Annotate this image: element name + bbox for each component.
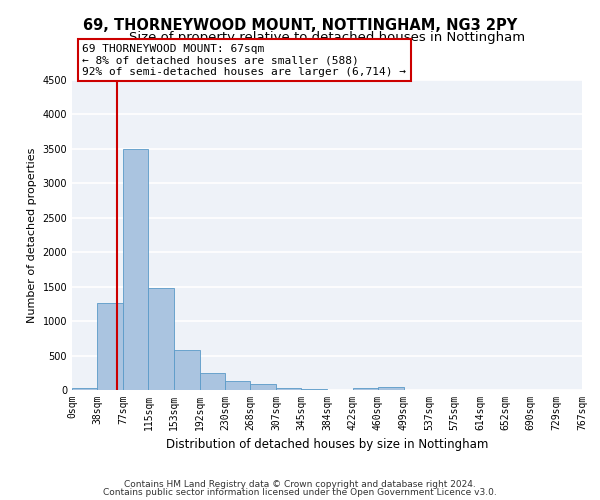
- Text: Contains public sector information licensed under the Open Government Licence v3: Contains public sector information licen…: [103, 488, 497, 497]
- Bar: [72, 388, 97, 390]
- Bar: [225, 380, 250, 390]
- Y-axis label: Number of detached properties: Number of detached properties: [27, 148, 37, 322]
- Bar: [353, 388, 378, 390]
- Bar: [148, 288, 174, 390]
- Bar: [123, 149, 148, 390]
- Bar: [174, 350, 200, 390]
- Bar: [276, 388, 301, 390]
- Text: 69 THORNEYWOOD MOUNT: 67sqm
← 8% of detached houses are smaller (588)
92% of sem: 69 THORNEYWOOD MOUNT: 67sqm ← 8% of deta…: [82, 44, 406, 77]
- Text: Contains HM Land Registry data © Crown copyright and database right 2024.: Contains HM Land Registry data © Crown c…: [124, 480, 476, 489]
- Title: Size of property relative to detached houses in Nottingham: Size of property relative to detached ho…: [129, 31, 525, 44]
- Bar: [97, 303, 123, 390]
- X-axis label: Distribution of detached houses by size in Nottingham: Distribution of detached houses by size …: [166, 438, 488, 452]
- Bar: [378, 387, 404, 390]
- Bar: [200, 373, 225, 390]
- Text: 69, THORNEYWOOD MOUNT, NOTTINGHAM, NG3 2PY: 69, THORNEYWOOD MOUNT, NOTTINGHAM, NG3 2…: [83, 18, 517, 32]
- Bar: [250, 384, 276, 390]
